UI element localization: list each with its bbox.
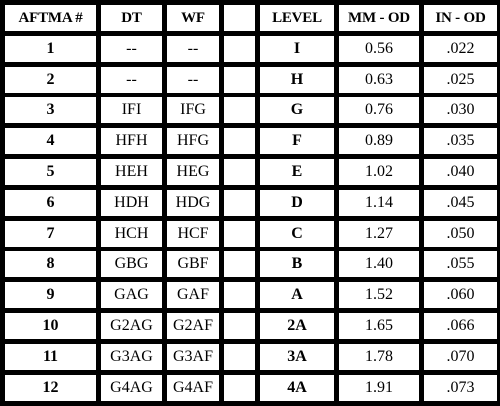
cell-wf: G3AF [166,342,220,371]
cell-aftma: 7 [4,219,97,248]
cell-dt: GBG [100,250,163,279]
cell-blank [223,127,256,156]
cell-aftma: 5 [4,157,97,186]
cell-in-od: .055 [423,250,498,279]
cell-level: I [259,34,335,63]
cell-dt: HFH [100,127,163,156]
cell-mm-od: 1.27 [338,219,420,248]
cell-aftma: 9 [4,281,97,310]
cell-mm-od: 1.52 [338,281,420,310]
cell-aftma: 4 [4,127,97,156]
cell-in-od: .060 [423,281,498,310]
cell-in-od: .025 [423,65,498,94]
cell-aftma: 2 [4,65,97,94]
cell-mm-od: 1.40 [338,250,420,279]
cell-in-od: .073 [423,373,498,402]
cell-blank [223,219,256,248]
cell-dt: -- [100,65,163,94]
cell-level: E [259,157,335,186]
cell-aftma: 11 [4,342,97,371]
cell-aftma: 3 [4,96,97,125]
cell-level: A [259,281,335,310]
cell-wf: HDG [166,188,220,217]
cell-level: 4A [259,373,335,402]
cell-in-od: .045 [423,188,498,217]
cell-aftma: 1 [4,34,97,63]
cell-aftma: 8 [4,250,97,279]
cell-in-od: .050 [423,219,498,248]
header-aftma: AFTMA # [4,4,97,32]
cell-mm-od: 1.02 [338,157,420,186]
cell-wf: HCF [166,219,220,248]
cell-blank [223,373,256,402]
cell-dt: G3AG [100,342,163,371]
cell-level: F [259,127,335,156]
cell-dt: IFI [100,96,163,125]
cell-in-od: .035 [423,127,498,156]
cell-blank [223,34,256,63]
fly-line-size-table: AFTMA # DT WF LEVEL MM - OD IN - OD 1 --… [4,4,498,402]
cell-blank [223,281,256,310]
cell-blank [223,157,256,186]
cell-blank [223,188,256,217]
cell-blank [223,342,256,371]
cell-dt: -- [100,34,163,63]
cell-wf: HFG [166,127,220,156]
header-blank [223,4,256,32]
cell-level: G [259,96,335,125]
cell-mm-od: 1.78 [338,342,420,371]
cell-mm-od: 0.89 [338,127,420,156]
cell-blank [223,250,256,279]
cell-wf: -- [166,65,220,94]
cell-level: 2A [259,311,335,340]
cell-in-od: .040 [423,157,498,186]
cell-wf: IFG [166,96,220,125]
cell-aftma: 6 [4,188,97,217]
cell-mm-od: 0.63 [338,65,420,94]
cell-in-od: .066 [423,311,498,340]
cell-dt: GAG [100,281,163,310]
cell-dt: G4AG [100,373,163,402]
cell-dt: G2AG [100,311,163,340]
cell-dt: HCH [100,219,163,248]
cell-wf: -- [166,34,220,63]
cell-level: B [259,250,335,279]
cell-blank [223,65,256,94]
header-dt: DT [100,4,163,32]
cell-wf: HEG [166,157,220,186]
cell-wf: GAF [166,281,220,310]
cell-blank [223,311,256,340]
cell-blank [223,96,256,125]
cell-level: H [259,65,335,94]
cell-mm-od: 1.14 [338,188,420,217]
cell-wf: G2AF [166,311,220,340]
cell-aftma: 10 [4,311,97,340]
cell-mm-od: 1.65 [338,311,420,340]
cell-mm-od: 1.91 [338,373,420,402]
cell-mm-od: 0.76 [338,96,420,125]
cell-wf: GBF [166,250,220,279]
cell-mm-od: 0.56 [338,34,420,63]
cell-dt: HDH [100,188,163,217]
cell-aftma: 12 [4,373,97,402]
cell-in-od: .030 [423,96,498,125]
cell-level: C [259,219,335,248]
cell-wf: G4AF [166,373,220,402]
cell-level: D [259,188,335,217]
header-mm-od: MM - OD [338,4,420,32]
header-level: LEVEL [259,4,335,32]
cell-in-od: .070 [423,342,498,371]
cell-level: 3A [259,342,335,371]
cell-in-od: .022 [423,34,498,63]
header-wf: WF [166,4,220,32]
cell-dt: HEH [100,157,163,186]
header-in-od: IN - OD [423,4,498,32]
